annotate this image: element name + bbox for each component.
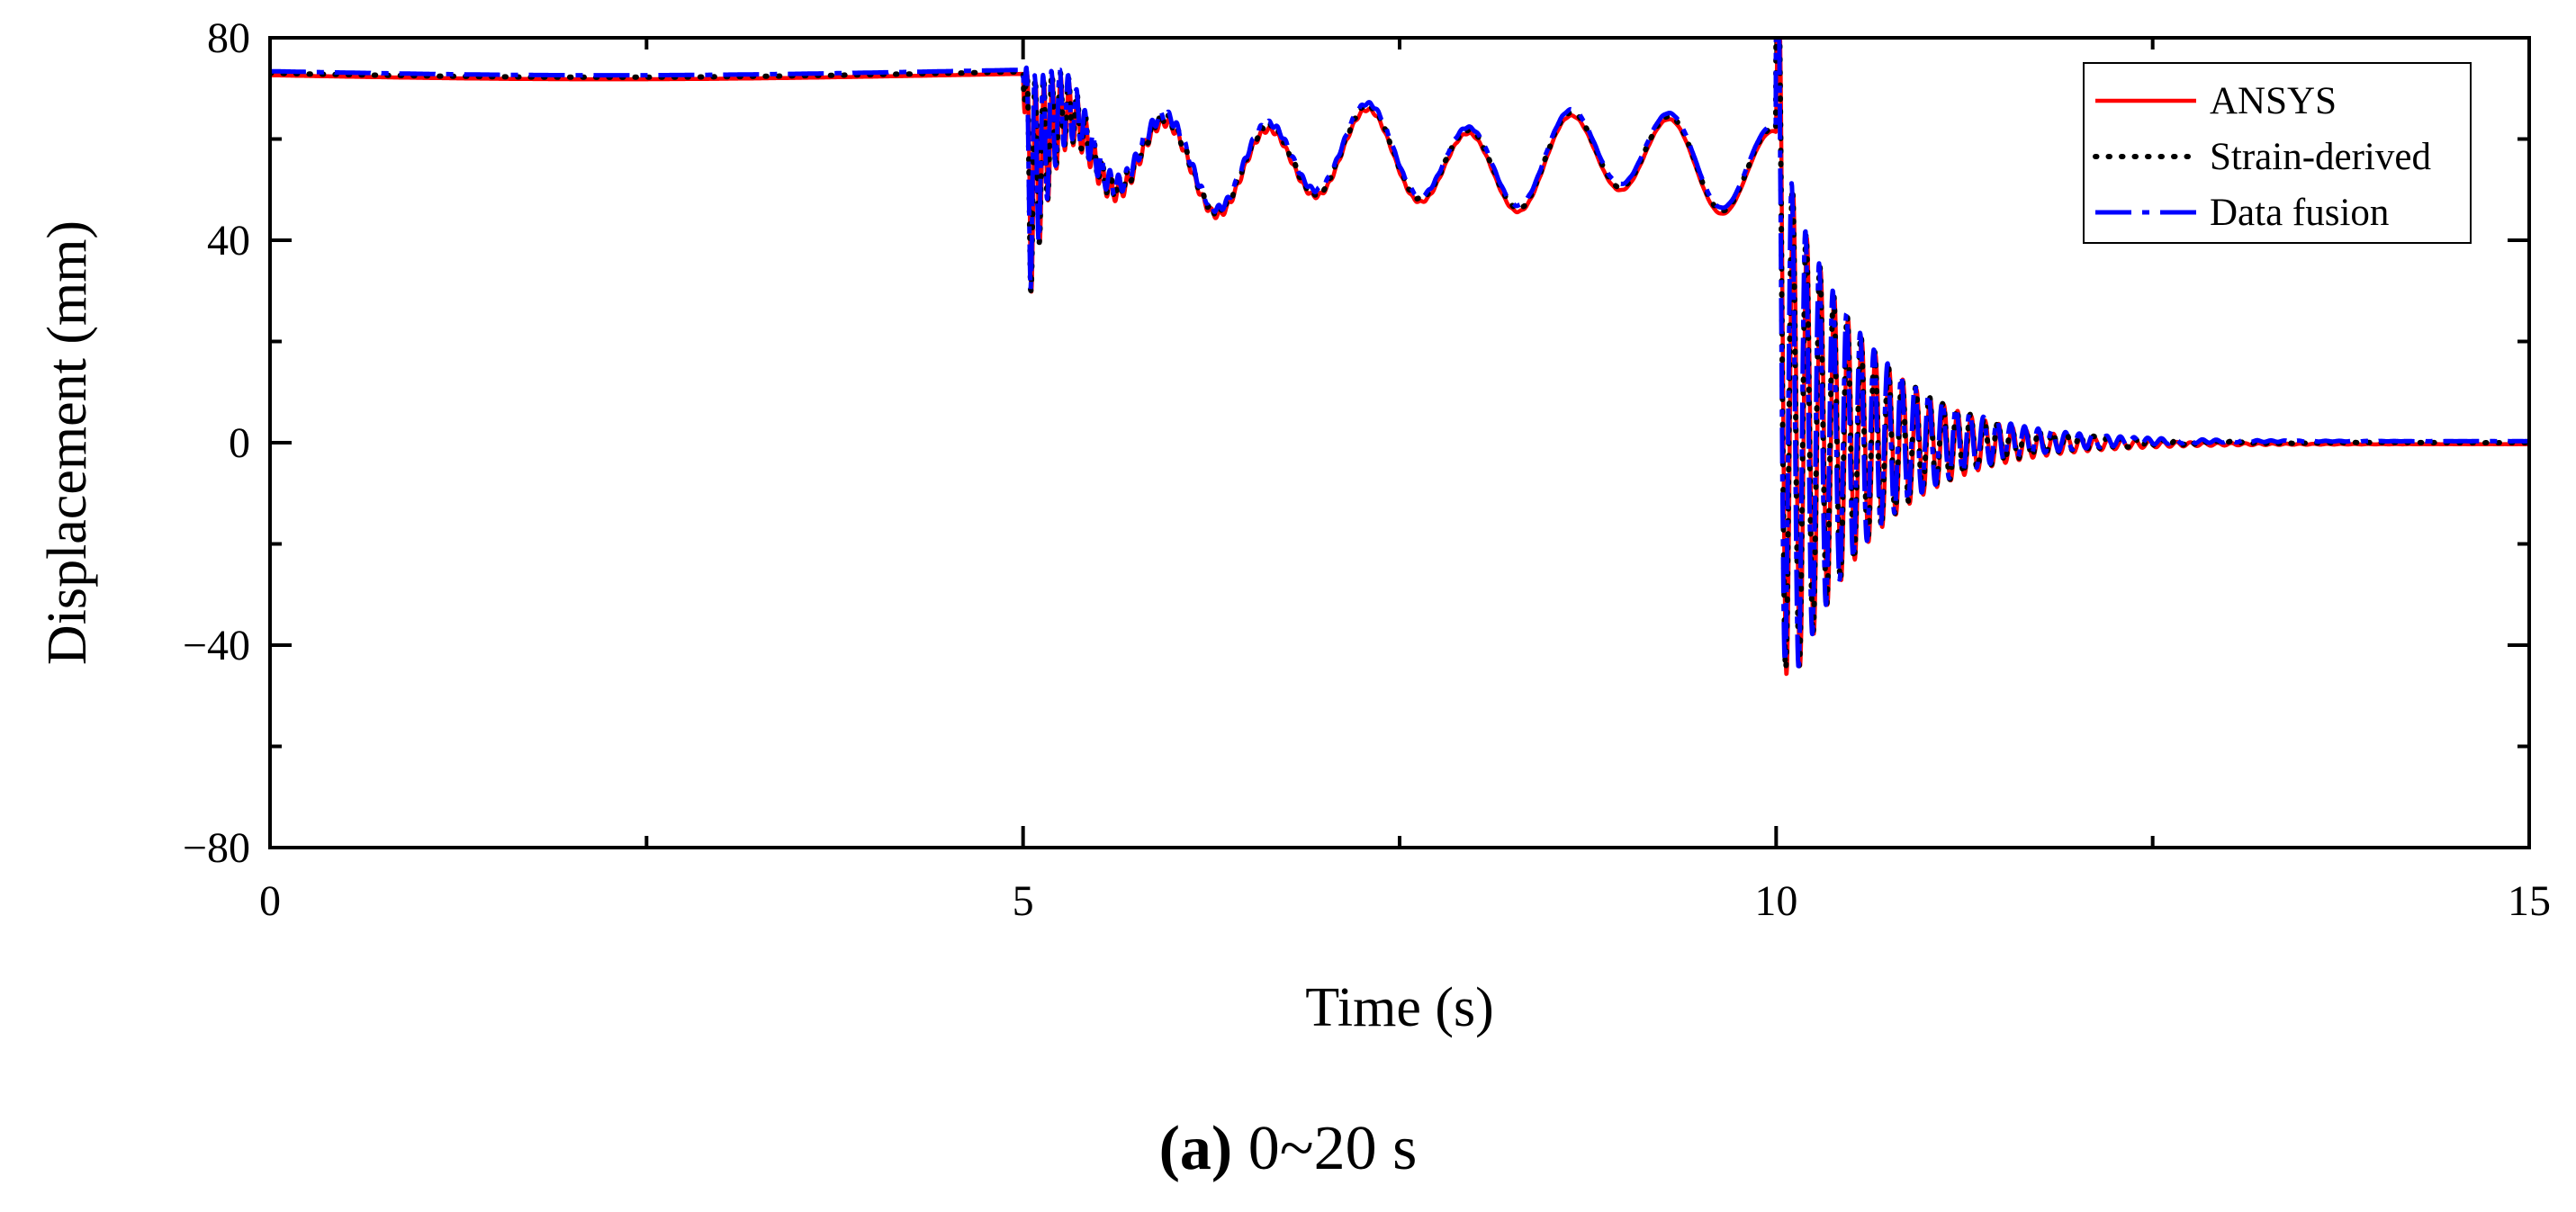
legend-label: Strain-derived bbox=[2210, 136, 2431, 178]
caption-label: (a) bbox=[1158, 1114, 1233, 1183]
x-tick-label: 0 bbox=[259, 877, 281, 925]
figure-caption: (a) 0~20 s bbox=[0, 1109, 2576, 1190]
y-tick-label: −80 bbox=[183, 824, 250, 872]
y-tick-label: 80 bbox=[207, 14, 250, 62]
legend: ANSYS Strain-derived Data fusion bbox=[2083, 62, 2472, 244]
tick-labels: 0 5 10 15 −80 −40 0 40 80 bbox=[183, 14, 2551, 925]
y-tick-label: 40 bbox=[207, 217, 250, 265]
y-axis-title: Displacement (mm) bbox=[37, 220, 98, 665]
series-line-data-fusion bbox=[270, 38, 2529, 669]
x-tick-label: 10 bbox=[1754, 877, 1797, 925]
caption-text: 0~20 s bbox=[1232, 1114, 1418, 1183]
x-tick-label: 15 bbox=[2508, 877, 2551, 925]
plot-frame bbox=[268, 36, 2531, 849]
x-tick-label: 5 bbox=[1013, 877, 1034, 925]
series-layer bbox=[270, 38, 2529, 677]
displacement-chart: 0 5 10 15 −80 −40 0 40 80 Time (s) Displacement … bbox=[37, 14, 2551, 1038]
legend-label: Data fusion bbox=[2210, 192, 2389, 234]
y-tick-label: 0 bbox=[229, 419, 250, 467]
x-axis-title: Time (s) bbox=[1305, 977, 1494, 1038]
legend-label: ANSYS bbox=[2210, 80, 2337, 122]
y-tick-label: −40 bbox=[183, 622, 250, 669]
